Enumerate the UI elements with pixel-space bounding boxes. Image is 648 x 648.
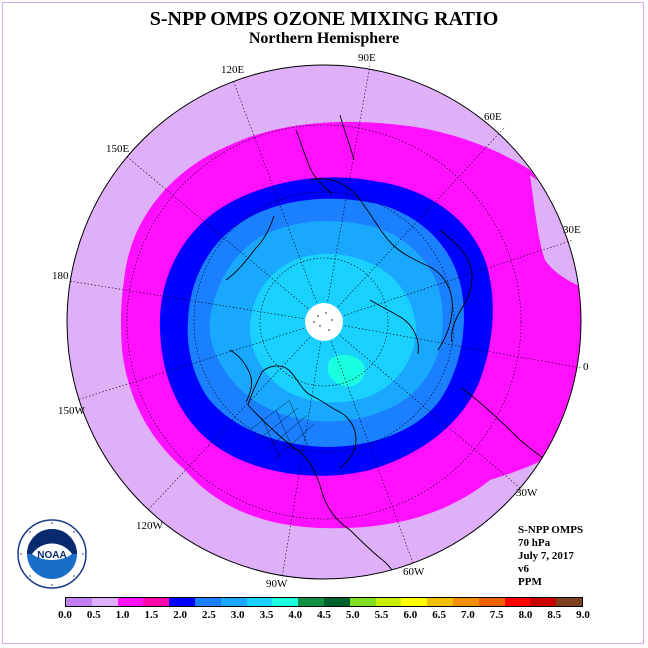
colorbar-tick-label: 3.5 [259,609,274,621]
colorbar-tick-label: 3.0 [230,609,245,621]
colorbar-segment [194,598,221,606]
colorbar-segment [427,598,453,606]
colorbar-tick-label: 5.5 [374,609,389,621]
lon-label-120e: 120E [221,64,245,76]
colorbar-tick-label: 1.0 [115,609,130,621]
colorbar-tick-label: 7.0 [461,609,475,621]
band-3-5 [327,354,365,387]
colorbar-tick-label: 2.0 [173,609,187,621]
colorbar-segment [246,598,273,606]
map-subtitle: Northern Hemisphere [248,30,400,47]
colorbar-segment [556,598,582,606]
polar-gap-stipple [313,312,333,331]
colorbar-tick-label: 0.0 [58,609,72,621]
lon-label-120w: 120W [136,520,164,532]
lon-label-60e: 60E [484,111,502,123]
noaa-ring-dots [20,522,84,586]
colorbar-tick-label: 7.5 [489,609,504,621]
colorbar-segment [91,598,118,606]
borders [249,399,315,461]
colorbar-segment [530,598,557,606]
colorbar-segment [220,598,247,606]
colorbar-tick-label: 8.0 [518,609,533,621]
lon-label-180: 180 [52,270,69,282]
lon-label-30w: 30W [516,487,538,499]
colorbar-tick-label: 1.5 [144,609,159,621]
colorbar-tick-label: 5.0 [345,609,360,621]
colorbar-segment [169,598,195,606]
colorbar-tick-label: 4.0 [288,609,303,621]
colorbar-segment [117,598,144,606]
colorbar-segment [66,598,92,606]
info-level: 70 hPa [518,537,551,549]
colorbar-segment [143,598,170,606]
lon-label-150e: 150E [106,143,130,155]
colorbar [65,597,583,607]
colorbar-segment [401,598,428,606]
polar-night-gap [305,303,343,341]
info-date: July 7, 2017 [518,550,574,562]
colorbar-ticks: 0.0 0.5 1.0 1.5 2.0 2.5 3.0 3.5 4.0 4.5 5.0 5.5 6.0 6… [58,609,590,623]
graticule [68,64,582,579]
colorbar-segment [504,598,531,606]
colorbar-segment [349,598,376,606]
colorbar-segment [323,598,350,606]
globe-outline [66,64,582,580]
lon-label-150w: 150W [58,405,86,417]
colorbar-tick-label: 9.0 [576,609,590,621]
colorbar-tick-label: 0.5 [86,609,101,621]
lon-label-30e: 30E [563,224,581,236]
colorbar-tick-label: 4.5 [317,609,331,621]
colorbar-segment [298,598,324,606]
lon-label-90w: 90W [266,578,288,590]
colorbar-segment [272,598,299,606]
noaa-logo-icon: NOAA [17,519,87,589]
info-version: v6 [518,563,529,575]
lon-label-60w: 60W [403,566,425,578]
lon-label-90e: 90E [358,52,376,64]
map-title: S-NPP OMPS OZONE MIXING RATIO [149,8,499,30]
colorbar-tick-label: 2.5 [202,609,216,621]
colorbar-segment [452,598,479,606]
info-instrument: S-NPP OMPS [518,524,584,536]
colorbar-tick-label: 8.5 [547,609,562,621]
info-panel: S-NPP OMPS 70 hPa July 7, 2017 v6 PPM [518,524,583,589]
noaa-logo-text: NOAA [37,550,66,561]
colorbar-segment [375,598,402,606]
lon-label-0: 0 [583,361,589,373]
colorbar-tick-label: 6.0 [403,609,418,621]
colorbar-segment [478,598,505,606]
colorbar-tick-label: 6.5 [432,609,446,621]
info-units: PPM [518,576,542,588]
